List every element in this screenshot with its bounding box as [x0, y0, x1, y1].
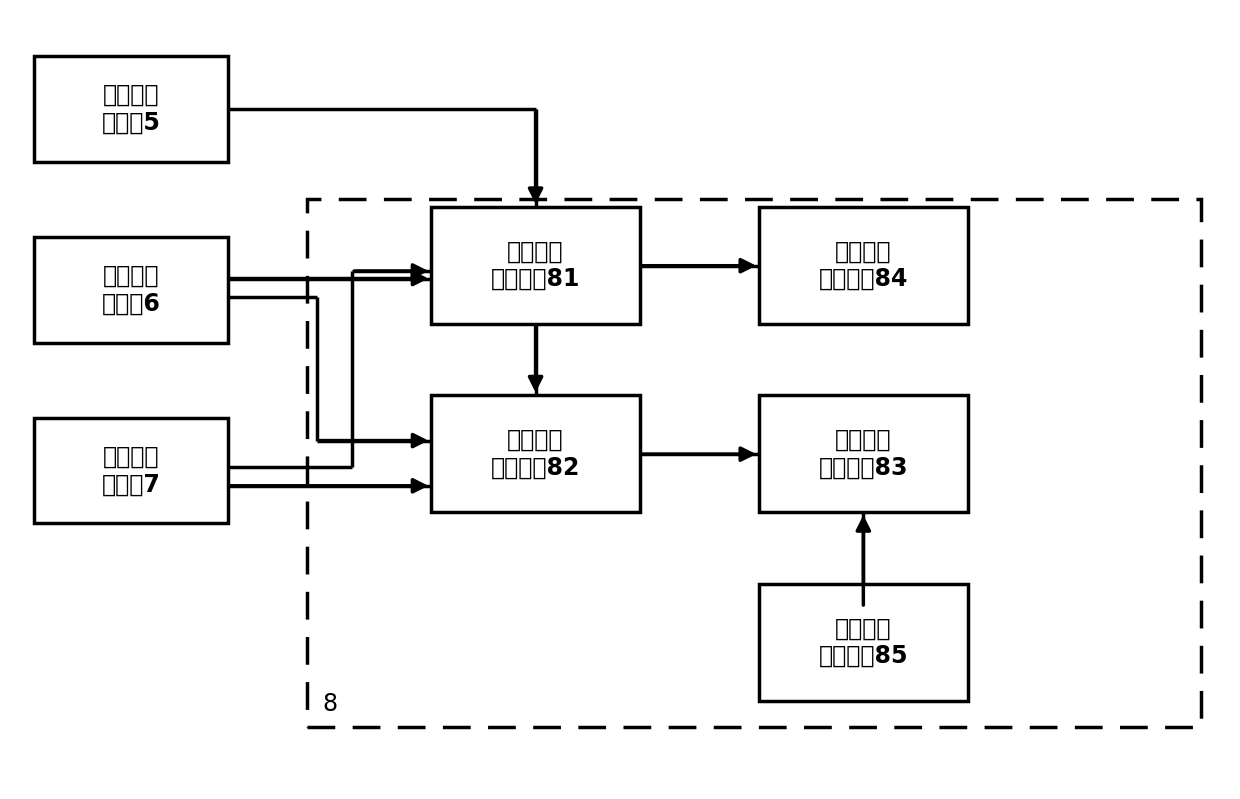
Text: 控制时间
检测模块85: 控制时间 检测模块85 — [818, 616, 908, 668]
Bar — [759, 396, 967, 512]
Text: 齿隙状态
确定模块82: 齿隙状态 确定模块82 — [491, 428, 580, 479]
Bar — [759, 584, 967, 701]
Text: 半轴转矩
确定模块81: 半轴转矩 确定模块81 — [491, 240, 580, 291]
Bar — [432, 207, 640, 324]
Text: 齿隙补偿
控制模块83: 齿隙补偿 控制模块83 — [818, 428, 908, 479]
Bar — [308, 200, 1202, 727]
Bar — [33, 56, 228, 161]
Bar — [33, 418, 228, 523]
Bar — [33, 237, 228, 343]
Text: 电机转速
传感器6: 电机转速 传感器6 — [102, 264, 160, 316]
Text: 车轮转速
传感器7: 车轮转速 传感器7 — [102, 445, 160, 497]
Bar — [759, 207, 967, 324]
Text: 电机转矩
传感器5: 电机转矩 传感器5 — [102, 83, 160, 135]
Text: 8: 8 — [322, 692, 337, 716]
Text: 弹性补偿
控制模块84: 弹性补偿 控制模块84 — [818, 240, 908, 291]
Bar — [432, 396, 640, 512]
